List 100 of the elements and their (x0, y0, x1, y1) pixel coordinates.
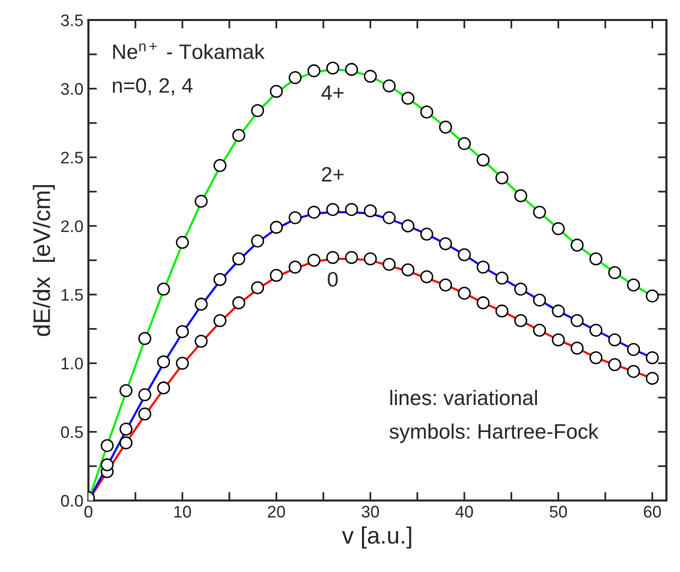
point (119, 422, 132, 436)
x-tick-label: 50 (550, 506, 567, 518)
point (326, 202, 340, 216)
point (439, 120, 452, 134)
point (100, 439, 114, 452)
point (476, 296, 490, 310)
series-label: 0 (328, 272, 338, 287)
point (251, 234, 264, 248)
point (401, 92, 414, 105)
point (552, 222, 565, 236)
point (589, 252, 602, 266)
point (476, 154, 490, 167)
point (589, 324, 602, 337)
point (570, 238, 584, 252)
point (458, 286, 471, 300)
annotation: lines: variational (390, 390, 537, 406)
point (552, 304, 565, 318)
y-tick-label: 2.0 (61, 220, 83, 232)
point (100, 458, 114, 472)
point (138, 388, 152, 402)
point (439, 278, 452, 292)
point (307, 206, 320, 219)
point (533, 294, 546, 307)
x-tick-label: 30 (362, 506, 379, 518)
point (627, 364, 640, 378)
point (495, 171, 508, 184)
point (646, 289, 659, 302)
point (458, 137, 471, 150)
point (476, 260, 490, 274)
point (288, 260, 302, 274)
point (157, 355, 170, 368)
x-tick-label: 10 (174, 506, 191, 518)
point (382, 211, 396, 224)
point (364, 70, 377, 83)
annotation: n=0, 2, 4 (112, 78, 193, 96)
point (213, 314, 226, 328)
point (627, 342, 640, 356)
point (176, 236, 189, 249)
point (119, 436, 132, 450)
x-tick-label: 0 (84, 506, 92, 518)
point (458, 248, 471, 262)
point (364, 204, 377, 218)
point (176, 325, 189, 338)
point (627, 278, 640, 292)
point (213, 159, 226, 172)
point (232, 296, 246, 310)
point (495, 272, 508, 285)
point (307, 64, 320, 78)
point (176, 356, 189, 370)
y-tick-label: 2.5 (61, 152, 83, 164)
y-tick-label: 3.5 (61, 14, 83, 26)
point (251, 281, 264, 294)
point (514, 282, 528, 296)
point (570, 342, 584, 355)
y-tick-label: 0.0 (61, 494, 83, 507)
point (420, 270, 434, 284)
point (646, 351, 659, 364)
point (439, 237, 452, 250)
point (119, 384, 132, 398)
x-tick-label: 20 (268, 506, 285, 518)
point (401, 219, 414, 232)
point (608, 358, 622, 372)
point (157, 381, 170, 394)
x-tick-label: 60 (644, 506, 661, 518)
point (382, 258, 396, 271)
point (345, 202, 358, 216)
point (138, 332, 152, 346)
point (495, 304, 508, 318)
point (533, 206, 546, 219)
point (138, 408, 152, 421)
point (251, 104, 264, 118)
x-axis-title: v [a.u.] (342, 526, 412, 548)
point (589, 351, 602, 364)
point (270, 84, 283, 98)
point (608, 266, 622, 280)
point (514, 189, 528, 202)
point (213, 272, 226, 286)
x-tick-label: 40 (455, 506, 473, 518)
point (194, 298, 208, 311)
series-label: 4+ (321, 85, 344, 100)
annotation: Ne$^{n+}$ - Tokamak (113, 42, 265, 60)
point (364, 252, 377, 266)
point (288, 211, 302, 224)
point (401, 263, 414, 276)
y-tick-label: 1.5 (62, 289, 83, 301)
point (646, 372, 659, 385)
point (420, 105, 434, 119)
point (552, 333, 565, 346)
point (194, 334, 208, 348)
point (288, 71, 302, 84)
point (232, 128, 246, 142)
point (326, 251, 340, 264)
point (232, 252, 246, 266)
point (533, 324, 546, 337)
y-tick-label: 0.5 (61, 426, 83, 438)
point (345, 251, 358, 264)
point (570, 314, 584, 328)
point (307, 254, 320, 267)
point (608, 333, 622, 346)
point (345, 62, 358, 76)
